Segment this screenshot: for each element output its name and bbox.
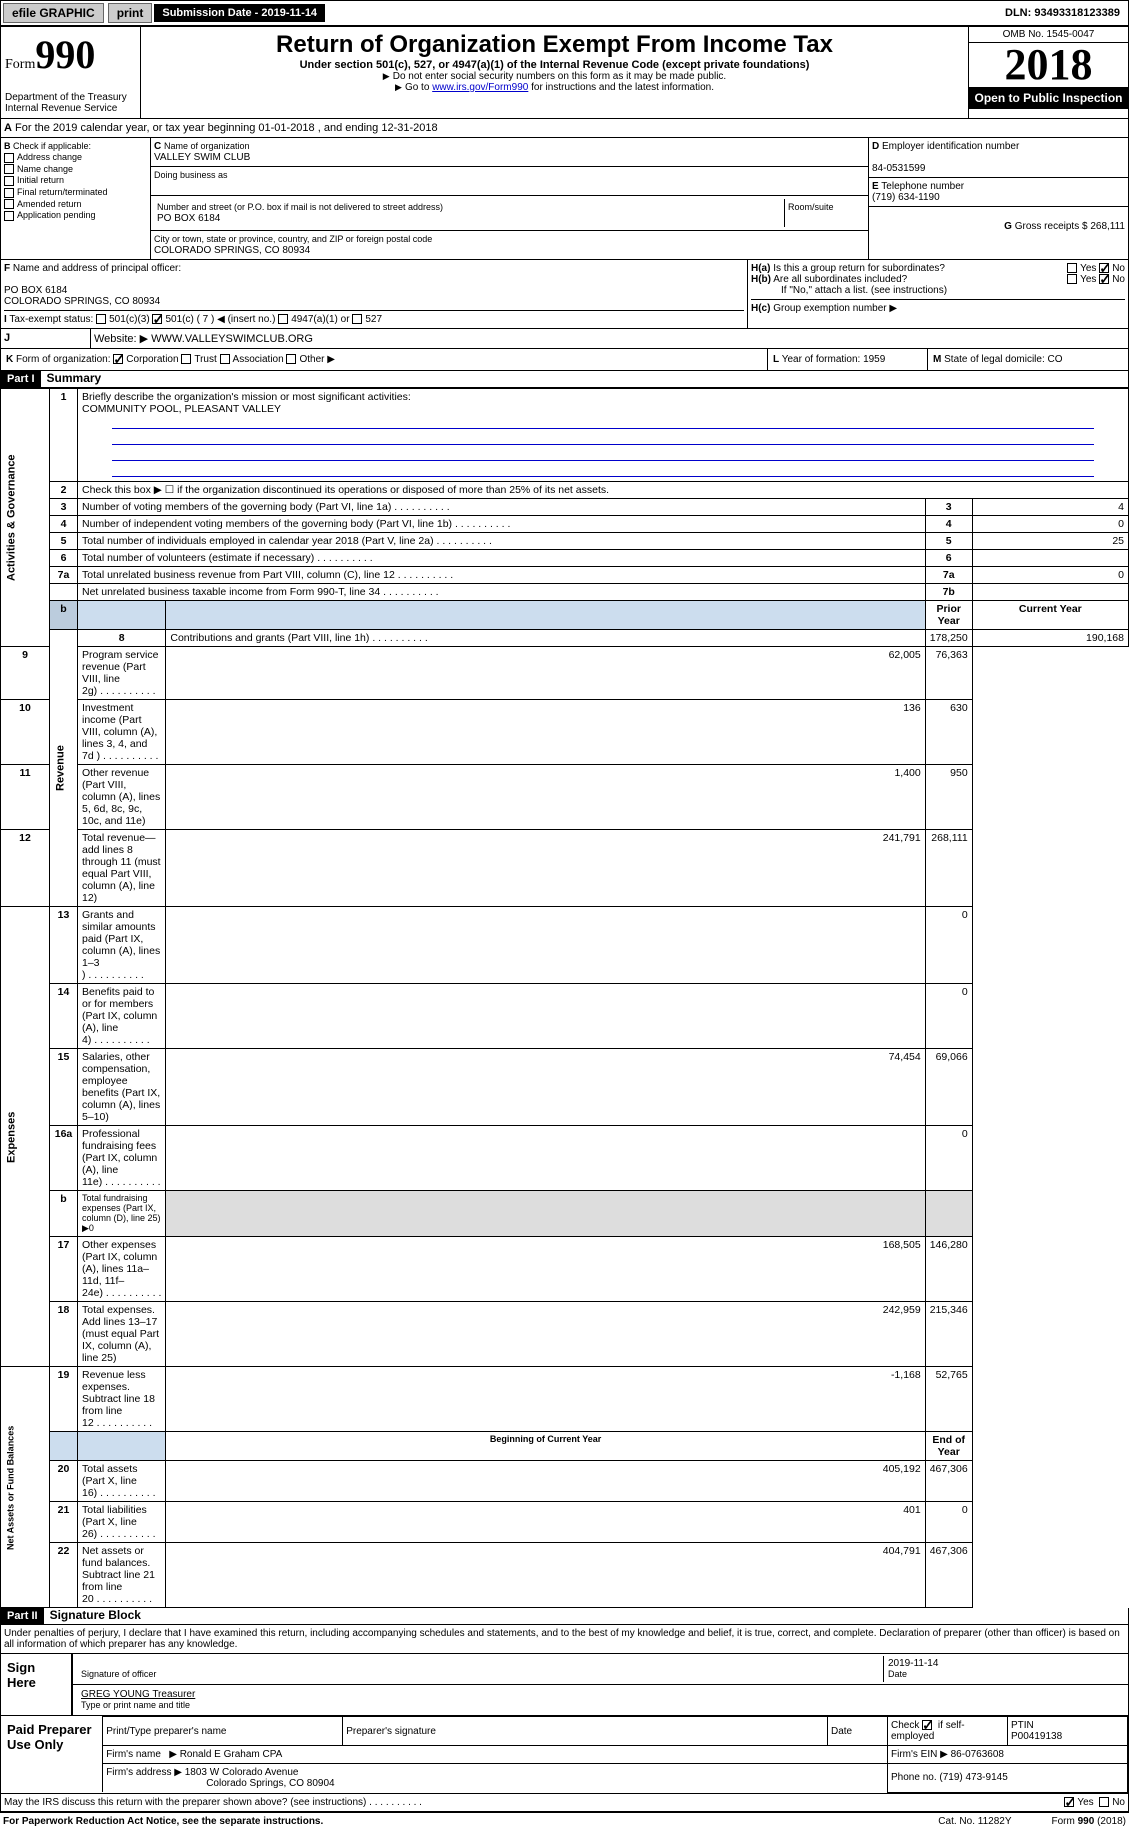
website: WWW.VALLEYSWIMCLUB.ORG bbox=[151, 333, 313, 345]
phone: (719) 634-1190 bbox=[872, 192, 940, 203]
cat-no: Cat. No. 11282Y bbox=[938, 1816, 1011, 1827]
section-j: JWebsite: ▶ WWW.VALLEYSWIMCLUB.ORG bbox=[0, 329, 1129, 349]
dln: DLN: 93493318123389 bbox=[997, 4, 1128, 22]
domicile-state: CO bbox=[1048, 354, 1063, 365]
section-a: A For the 2019 calendar year, or tax yea… bbox=[0, 119, 1129, 138]
page-footer: For Paperwork Reduction Act Notice, see … bbox=[0, 1812, 1129, 1830]
section-c: C Name of organizationVALLEY SWIM CLUB D… bbox=[151, 138, 868, 259]
part-2-header: Part IISignature Block bbox=[0, 1608, 1129, 1625]
paid-preparer: Paid Preparer Use Only Print/Type prepar… bbox=[0, 1716, 1129, 1794]
side-netassets: Net Assets or Fund Balances bbox=[1, 1367, 50, 1608]
mission: COMMUNITY POOL, PLEASANT VALLEY bbox=[82, 403, 281, 415]
section-fh: F Name and address of principal officer:… bbox=[0, 260, 1129, 329]
side-activities: Activities & Governance bbox=[1, 389, 50, 647]
firm-name: Ronald E Graham CPA bbox=[180, 1749, 283, 1760]
chk-initial-return[interactable]: Initial return bbox=[4, 175, 147, 186]
org-name: VALLEY SWIM CLUB bbox=[154, 152, 250, 163]
section-i: I Tax-exempt status: 501(c)(3) 501(c) ( … bbox=[4, 310, 744, 325]
side-revenue: Revenue bbox=[50, 630, 78, 907]
section-b: B Check if applicable: Address change Na… bbox=[1, 138, 151, 259]
note-link: Go to www.irs.gov/Form990 for instructio… bbox=[145, 82, 964, 93]
org-city: COLORADO SPRINGS, CO 80934 bbox=[154, 245, 310, 256]
year-formation: 1959 bbox=[863, 354, 885, 365]
discuss-row: May the IRS discuss this return with the… bbox=[0, 1794, 1129, 1812]
section-h: H(a) Is this a group return for subordin… bbox=[748, 260, 1128, 328]
dept-label: Department of the Treasury Internal Reve… bbox=[5, 92, 136, 114]
section-deg: D Employer identification number84-05315… bbox=[868, 138, 1128, 259]
chk-address-change[interactable]: Address change bbox=[4, 152, 147, 163]
officer-name: GREG YOUNG Treasurer bbox=[81, 1689, 195, 1700]
top-toolbar: efile GRAPHIC print Submission Date - 20… bbox=[0, 0, 1129, 26]
section-klm: K Form of organization: Corporation Trus… bbox=[0, 349, 1129, 371]
chk-app-pending[interactable]: Application pending bbox=[4, 210, 147, 221]
section-f: F Name and address of principal officer:… bbox=[1, 260, 748, 328]
firm-ein: 86-0763608 bbox=[951, 1749, 1004, 1760]
perjury-text: Under penalties of perjury, I declare th… bbox=[0, 1625, 1129, 1654]
form-subtitle: Under section 501(c), 527, or 4947(a)(1)… bbox=[145, 59, 964, 71]
chk-final-return[interactable]: Final return/terminated bbox=[4, 187, 147, 198]
sign-date: 2019-11-14 bbox=[888, 1658, 938, 1669]
note-ssn: Do not enter social security numbers on … bbox=[145, 71, 964, 82]
form-ref: Form 990 (2018) bbox=[1052, 1816, 1127, 1827]
submission-date-label: Submission Date - 2019-11-14 bbox=[154, 4, 325, 22]
chk-name-change[interactable]: Name change bbox=[4, 164, 147, 175]
form-header: Form990 Department of the Treasury Inter… bbox=[0, 26, 1129, 119]
print-button[interactable]: print bbox=[108, 3, 153, 23]
chk-amended[interactable]: Amended return bbox=[4, 199, 147, 210]
sign-here: Sign Here Signature of officer2019-11-14… bbox=[0, 1654, 1129, 1716]
gross-receipts: 268,111 bbox=[1090, 221, 1125, 232]
form-title: Return of Organization Exempt From Incom… bbox=[145, 31, 964, 59]
tax-year: 2018 bbox=[969, 43, 1128, 87]
open-public-badge: Open to Public Inspection bbox=[969, 87, 1128, 109]
org-address: PO BOX 6184 bbox=[157, 213, 220, 224]
irs-link[interactable]: www.irs.gov/Form990 bbox=[432, 82, 528, 93]
ptin: P00419138 bbox=[1011, 1731, 1062, 1742]
part-1-header: Part ISummary bbox=[0, 371, 1129, 388]
firm-phone: (719) 473-9145 bbox=[939, 1772, 1007, 1783]
ein: 84-0531599 bbox=[872, 163, 925, 174]
efile-button[interactable]: efile GRAPHIC bbox=[3, 3, 104, 23]
section-bcdeg: B Check if applicable: Address change Na… bbox=[0, 138, 1129, 260]
form-number: Form990 bbox=[5, 31, 136, 78]
side-expenses: Expenses bbox=[1, 907, 50, 1367]
summary-table: Activities & Governance 1Briefly describ… bbox=[0, 388, 1129, 1608]
